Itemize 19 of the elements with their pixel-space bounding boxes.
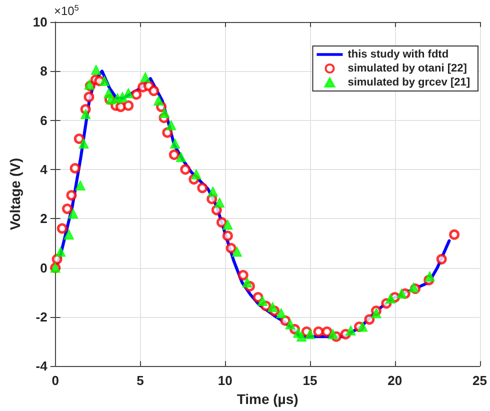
- y-tick-label: -4: [36, 358, 48, 374]
- legend-label: simulated by otani [22]: [348, 62, 468, 74]
- x-tick-label: 10: [218, 373, 232, 388]
- x-tick-label: 20: [388, 373, 402, 388]
- x-axis-title: Time (µs): [236, 391, 298, 407]
- y-tick-label: -2: [36, 309, 48, 324]
- legend-label: simulated by grcev [21]: [348, 76, 470, 88]
- legend-label: this study with fdtd: [348, 48, 449, 60]
- x-tick-label: 0: [52, 373, 59, 388]
- y-tick-label: 0: [40, 260, 48, 276]
- x-tick-label: 5: [136, 373, 144, 388]
- x-tick-label: 25: [472, 373, 488, 388]
- y-tick-label: 4: [40, 162, 48, 177]
- y-tick-label: 2: [40, 211, 48, 226]
- x-tick-label: 15: [302, 373, 318, 388]
- y-tick-label: 6: [40, 112, 48, 128]
- y-axis-title: Voltage (V): [7, 158, 23, 230]
- y-tick-label: 10: [32, 14, 48, 30]
- y-tick-label: 8: [40, 64, 48, 79]
